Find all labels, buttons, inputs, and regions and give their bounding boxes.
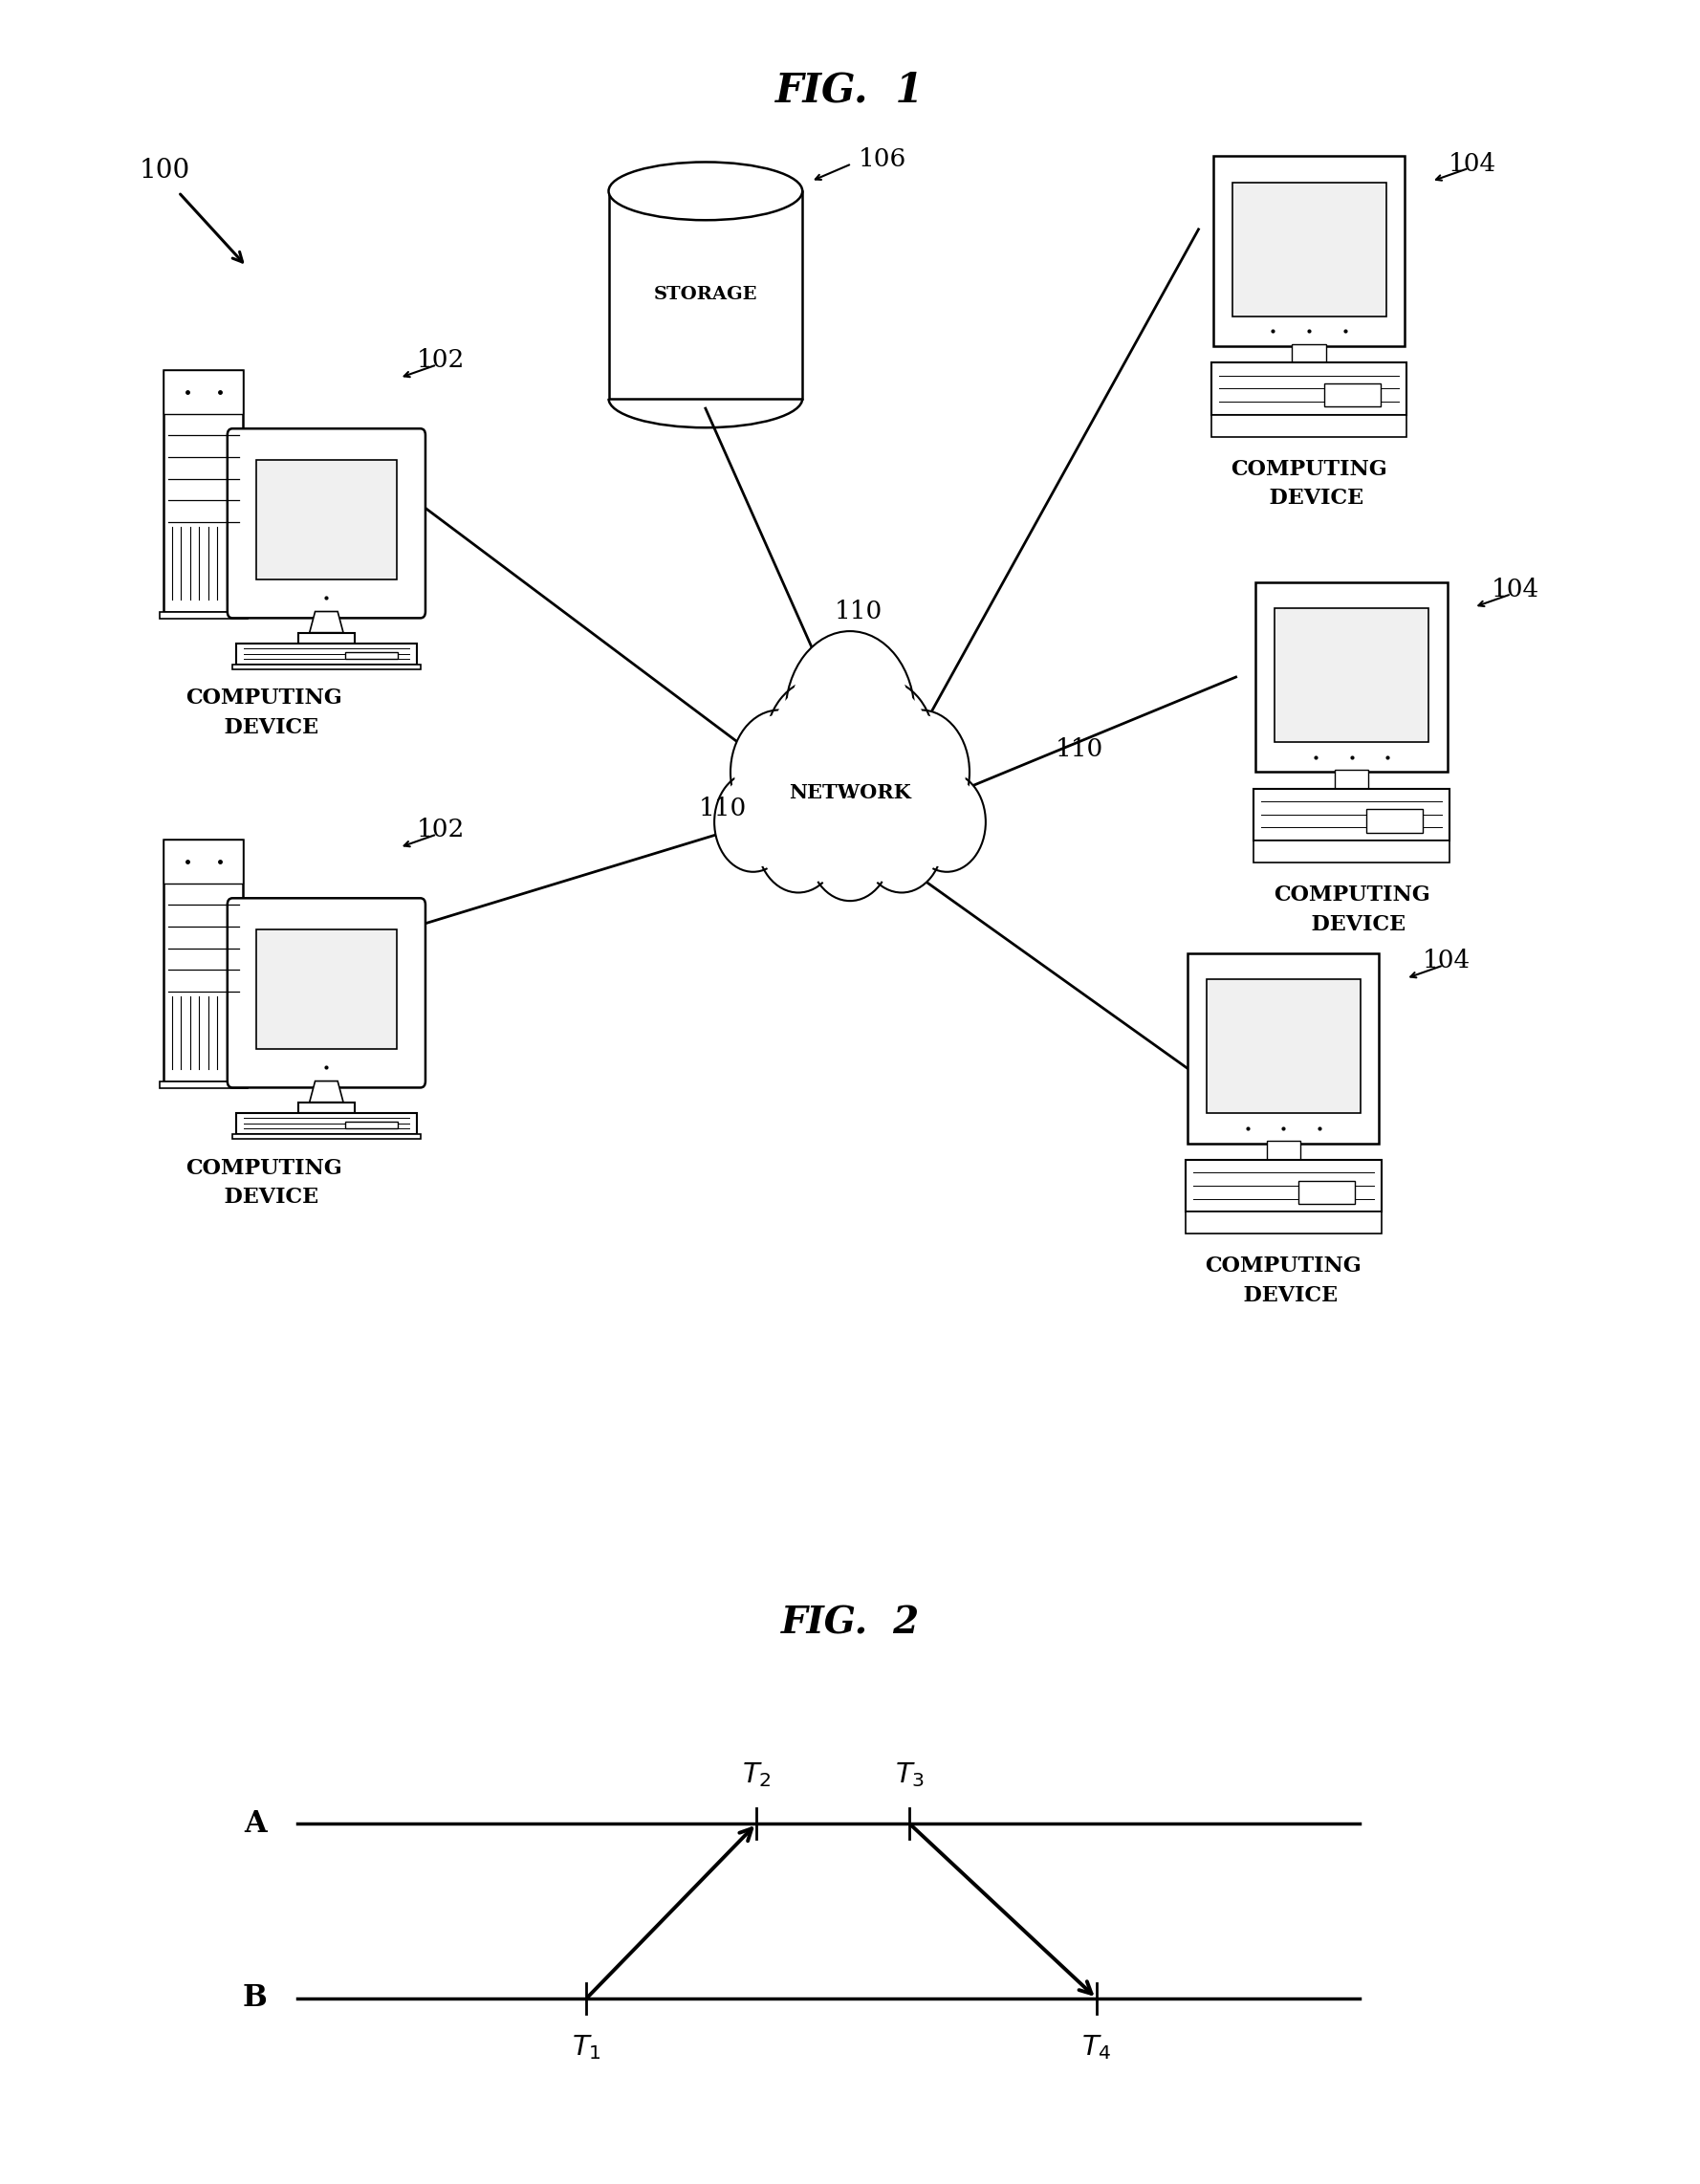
Text: FIG.  2: FIG. 2	[780, 1605, 920, 1642]
Bar	[1334, 769, 1368, 788]
Circle shape	[908, 773, 986, 871]
Text: 102: 102	[416, 819, 464, 841]
Bar	[160, 1081, 246, 1088]
Bar	[298, 1103, 355, 1114]
Bar	[1299, 1182, 1355, 1203]
Circle shape	[877, 714, 966, 830]
Circle shape	[830, 679, 935, 815]
Text: 104: 104	[1423, 950, 1470, 972]
Text: 102: 102	[416, 349, 464, 371]
Bar	[1212, 415, 1406, 437]
Text: STORAGE: STORAGE	[653, 286, 758, 304]
Text: 110: 110	[699, 797, 746, 819]
Bar	[163, 369, 243, 612]
Circle shape	[807, 793, 892, 902]
Bar	[1212, 363, 1406, 415]
Bar	[1187, 1212, 1380, 1234]
Bar	[1292, 343, 1326, 363]
Bar	[163, 369, 243, 413]
Bar	[345, 1120, 398, 1129]
Bar	[298, 633, 355, 644]
Text: NETWORK: NETWORK	[789, 784, 911, 802]
Bar	[1367, 810, 1423, 832]
Bar	[345, 651, 398, 660]
Text: $T_3$: $T_3$	[894, 1760, 925, 1789]
Bar	[257, 461, 396, 579]
Text: $T_2$: $T_2$	[741, 1760, 772, 1789]
Text: $T_4$: $T_4$	[1081, 2033, 1112, 2062]
Circle shape	[811, 797, 889, 898]
Bar	[1275, 609, 1428, 743]
Bar	[1324, 384, 1380, 406]
Circle shape	[717, 775, 789, 867]
Text: 110: 110	[1056, 738, 1103, 760]
Text: 110: 110	[835, 601, 882, 622]
Bar	[1255, 788, 1448, 841]
Text: 104: 104	[1448, 153, 1496, 175]
Bar	[163, 839, 243, 1081]
Text: 104: 104	[1491, 579, 1538, 601]
Bar	[233, 664, 420, 670]
Text: FIG.  1: FIG. 1	[775, 70, 925, 109]
Circle shape	[714, 773, 792, 871]
Circle shape	[760, 788, 836, 889]
Bar	[609, 190, 802, 397]
Text: A: A	[245, 1808, 267, 1839]
Circle shape	[731, 710, 828, 834]
Bar	[1207, 981, 1360, 1114]
Polygon shape	[309, 612, 343, 633]
Text: COMPUTING
  DEVICE: COMPUTING DEVICE	[1205, 1256, 1362, 1306]
FancyBboxPatch shape	[1188, 952, 1379, 1144]
Circle shape	[911, 775, 983, 867]
Bar	[1255, 841, 1448, 863]
Text: COMPUTING
  DEVICE: COMPUTING DEVICE	[185, 688, 342, 738]
FancyBboxPatch shape	[1214, 157, 1404, 345]
Text: B: B	[243, 1983, 267, 2014]
Text: COMPUTING
  DEVICE: COMPUTING DEVICE	[1231, 459, 1387, 509]
Circle shape	[734, 714, 823, 830]
Polygon shape	[309, 1081, 343, 1103]
Bar	[236, 644, 416, 664]
Text: $T_1$: $T_1$	[571, 2033, 602, 2062]
Circle shape	[791, 638, 910, 791]
Text: 106: 106	[858, 149, 906, 170]
Circle shape	[864, 788, 940, 889]
FancyBboxPatch shape	[228, 428, 425, 618]
Circle shape	[860, 784, 944, 893]
Circle shape	[785, 631, 915, 797]
Text: COMPUTING
  DEVICE: COMPUTING DEVICE	[1273, 885, 1430, 935]
Circle shape	[765, 679, 870, 815]
Bar	[236, 1114, 416, 1133]
Circle shape	[756, 784, 840, 893]
Ellipse shape	[609, 162, 802, 221]
Bar	[160, 612, 246, 618]
Bar	[1232, 183, 1386, 317]
Bar	[1266, 1140, 1300, 1160]
Circle shape	[768, 686, 867, 810]
Bar	[233, 1133, 420, 1140]
Text: COMPUTING
  DEVICE: COMPUTING DEVICE	[185, 1158, 342, 1208]
Bar	[163, 839, 243, 882]
FancyBboxPatch shape	[228, 898, 425, 1088]
Text: 100: 100	[139, 157, 190, 183]
Bar	[257, 930, 396, 1048]
Bar	[1187, 1160, 1380, 1212]
Circle shape	[833, 686, 932, 810]
Circle shape	[872, 710, 969, 834]
FancyBboxPatch shape	[1256, 583, 1447, 773]
